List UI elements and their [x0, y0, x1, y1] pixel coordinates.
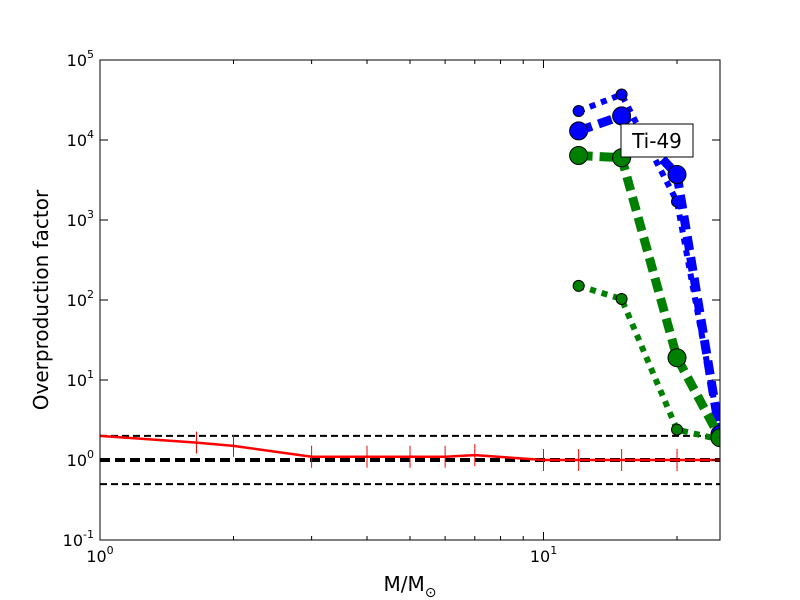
data-point	[615, 292, 628, 305]
series-line-4	[578, 151, 720, 440]
series-4	[569, 146, 720, 448]
series-line-3	[577, 283, 720, 443]
data-point	[667, 348, 687, 368]
x-tick-label: 101	[530, 544, 557, 566]
data-point	[671, 423, 684, 436]
y-tick-label: 10-1	[63, 528, 94, 550]
data-point	[572, 105, 585, 118]
y-tick-label: 100	[67, 448, 94, 470]
data-point	[667, 165, 687, 185]
data-point	[612, 106, 632, 126]
series-0	[100, 424, 720, 471]
y-tick-label: 103	[67, 208, 94, 230]
y-tick-label: 104	[67, 128, 94, 150]
data-point	[569, 146, 589, 166]
y-tick-label: 102	[67, 288, 94, 310]
y-tick-label: 105	[67, 48, 94, 70]
y-tick-label: 101	[67, 368, 94, 390]
data-point	[572, 279, 585, 292]
annotation: Ti-49	[620, 123, 694, 158]
y-axis-label: Overproduction factor	[29, 189, 53, 410]
annotation-label: Ti-49	[631, 129, 682, 153]
data-point	[615, 88, 628, 101]
data-point	[569, 121, 589, 141]
x-tick-label: 100	[86, 544, 113, 566]
x-axis-label: M/M⊙	[384, 572, 437, 600]
annotation-box	[620, 123, 694, 158]
data-point	[710, 428, 720, 448]
